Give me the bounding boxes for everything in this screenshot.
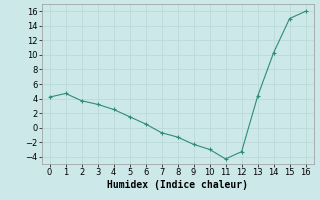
X-axis label: Humidex (Indice chaleur): Humidex (Indice chaleur) [107,180,248,190]
